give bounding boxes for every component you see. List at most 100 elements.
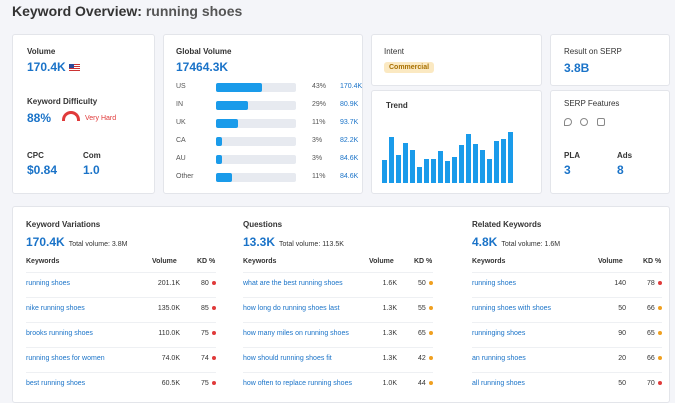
keyword-kd: 66 (647, 305, 662, 312)
volume-label: Volume (27, 47, 56, 56)
volume-value: 170.4K (27, 60, 80, 74)
country-volume: 80.9K (340, 101, 359, 108)
keyword-link[interactable]: how often to replace running shoes (243, 380, 352, 387)
keyword-link[interactable]: how long do running shoes last (243, 305, 340, 312)
col-header-kd: KD % (414, 258, 433, 265)
trend-bar (508, 131, 513, 183)
keyword-link[interactable]: all running shoes (472, 380, 525, 387)
intent-badge: Commercial (384, 62, 435, 73)
keyword-link[interactable]: running shoes (472, 280, 516, 287)
keyword-volume: 90 (618, 330, 626, 337)
keyword-link[interactable]: how many miles on running shoes (243, 330, 349, 337)
keyword-link[interactable]: best running shoes (26, 380, 86, 387)
keyword-volume: 1.3K (382, 330, 397, 337)
keyword-link[interactable]: runninging shoes (472, 330, 526, 337)
row-divider (472, 297, 662, 298)
section-total-volume: Total volume: 1.6M (501, 241, 561, 248)
table-row[interactable]: running shoes for women 74.0K 74 (26, 355, 216, 367)
keyword-kd: 55 (418, 305, 433, 312)
keyword-volume: 1.3K (382, 305, 397, 312)
kd-number: 44 (418, 380, 426, 387)
country-bar-fill (216, 119, 239, 128)
keyword-link[interactable]: what are the best running shoes (243, 280, 343, 287)
pin-icon[interactable] (564, 118, 572, 126)
trend-bar (459, 145, 464, 183)
keyword-kd: 70 (647, 380, 662, 387)
trend-bar (389, 137, 394, 183)
keyword-link[interactable]: running shoes for women (26, 355, 105, 362)
pla-label: PLA (564, 151, 580, 160)
table-row[interactable]: brooks running shoes 110.0K 75 (26, 330, 216, 342)
kd-dot-icon (428, 356, 433, 361)
table-row[interactable]: running shoes with shoes 50 66 (472, 305, 662, 317)
table-row[interactable]: how long do running shoes last 1.3K 55 (243, 305, 433, 317)
col-header-volume: Volume (369, 258, 394, 265)
table-row[interactable]: how many miles on running shoes 1.3K 65 (243, 330, 433, 342)
keyword-link[interactable]: brooks running shoes (26, 330, 93, 337)
keyword-volume: 74.0K (161, 355, 180, 362)
keyword-kd: 44 (418, 380, 433, 387)
table-row[interactable]: an running shoes 20 66 (472, 355, 662, 367)
link-icon[interactable] (580, 118, 589, 126)
keyword-link[interactable]: how should running shoes fit (243, 355, 332, 362)
country-code: UK (176, 119, 186, 126)
trend-chart (382, 129, 522, 183)
table-row[interactable]: what are the best running shoes 1.6K 50 (243, 280, 433, 292)
keyword-link[interactable]: running shoes (26, 280, 70, 287)
keyword-link[interactable]: an running shoes (472, 355, 526, 362)
keyword-link[interactable]: running shoes with shoes (472, 305, 551, 312)
volume-number: 170.4K (27, 60, 66, 74)
trend-bar (480, 149, 485, 183)
country-bar-fill (216, 173, 232, 182)
row-divider (26, 297, 216, 298)
country-percent: 11% (312, 119, 326, 126)
country-bar-fill (216, 101, 248, 110)
trend-bar (501, 138, 506, 183)
country-row: CA 3% 82.2K (176, 135, 358, 147)
table-row[interactable]: running shoes 140 78 (472, 280, 662, 292)
com-label: Com (83, 151, 101, 160)
table-row[interactable]: all running shoes 50 70 (472, 380, 662, 392)
trend-label: Trend (386, 101, 408, 110)
table-row[interactable]: best running shoes 60.5K 75 (26, 380, 216, 392)
kd-number: 70 (647, 380, 655, 387)
trend-bar (382, 160, 387, 183)
row-divider (243, 347, 433, 348)
country-bar-fill (216, 155, 223, 164)
cpc-value: $0.84 (27, 163, 58, 177)
keyword-kd: 80 (201, 280, 216, 287)
kd-number: 66 (647, 355, 655, 362)
table-row[interactable]: runninging shoes 90 65 (472, 330, 662, 342)
ads-label: Ads (617, 151, 633, 160)
kd-number: 50 (418, 280, 426, 287)
table-row[interactable]: how should running shoes fit 1.3K 42 (243, 355, 433, 367)
kd-number: 75 (201, 380, 209, 387)
kd-gauge-icon (62, 111, 80, 121)
serp-value: 3.8B (564, 61, 590, 75)
kd-number: 65 (647, 330, 655, 337)
keyword-kd: 78 (647, 280, 662, 287)
trend-bar (445, 161, 450, 183)
image-icon[interactable] (596, 118, 605, 126)
keyword-volume: 1.3K (382, 355, 397, 362)
keyword-link[interactable]: nike running shoes (26, 305, 85, 312)
keyword-volume: 201.1K (157, 280, 180, 287)
keyword-kd: 75 (201, 330, 216, 337)
row-divider (243, 297, 433, 298)
keyword-volume: 1.6K (382, 280, 397, 287)
trend-bar (424, 158, 429, 183)
keyword-kd: 65 (418, 330, 433, 337)
country-bar (216, 155, 296, 164)
table-row[interactable]: nike running shoes 135.0K 85 (26, 305, 216, 317)
country-row: IN 29% 80.9K (176, 99, 359, 111)
title-keyword: running shoes (145, 3, 243, 19)
row-divider (472, 372, 662, 373)
table-row[interactable]: running shoes 201.1K 80 (26, 280, 216, 292)
row-divider (472, 272, 662, 273)
trend-bar (466, 134, 471, 183)
table-row[interactable]: how often to replace running shoes 1.0K 44 (243, 380, 433, 392)
keyword-volume: 110.0K (158, 330, 180, 337)
page-title: Keyword Overview: running shoes (12, 3, 242, 19)
keyword-volume: 50 (618, 305, 626, 312)
us-flag-icon (68, 64, 80, 72)
